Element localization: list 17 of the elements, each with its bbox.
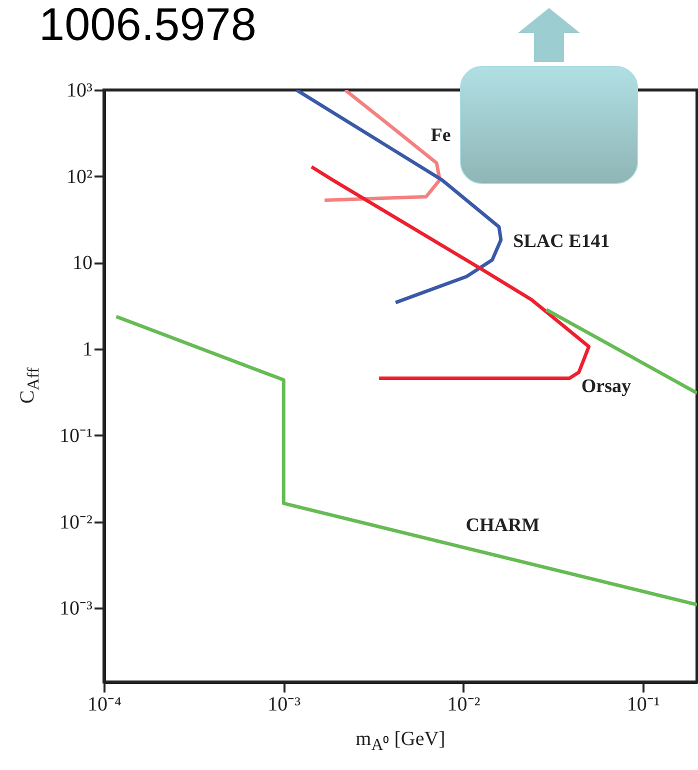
y-tick-label: 10 (72, 252, 92, 274)
chart-title: 1006.5978 (39, 0, 256, 50)
x-tick-label: 10⁻¹ (626, 694, 660, 716)
y-tick-label: 10² (66, 166, 92, 188)
series-label: Fe (430, 124, 451, 146)
y-tick-label: 10³ (66, 80, 92, 102)
x-tick-label: 10⁻⁴ (88, 694, 122, 716)
series-label: Orsay (581, 376, 632, 397)
x-axis-title: m$_{A⁰}$ [GeV] (354, 728, 446, 755)
series-label: CHARM (466, 515, 540, 536)
x-tick-label: 10⁻² (447, 694, 480, 716)
y-tick-label: 10⁻² (60, 511, 92, 534)
series-label: SLAC E141 (513, 230, 610, 252)
y-tick-label: 10⁻³ (60, 598, 92, 620)
y-tick-label: 1 (82, 338, 92, 361)
y-tick-label: 10⁻¹ (60, 425, 92, 447)
x-tick-label: 10⁻³ (268, 694, 301, 716)
